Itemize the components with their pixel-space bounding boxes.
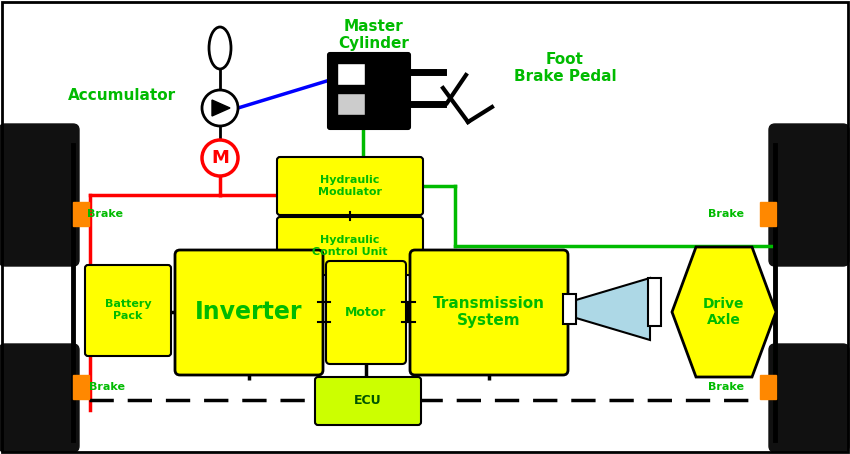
Text: Drive
Axle: Drive Axle [703,297,745,327]
FancyBboxPatch shape [277,217,423,275]
Bar [73,375,89,399]
Polygon shape [672,247,776,377]
Polygon shape [212,100,230,116]
Text: Inverter: Inverter [196,300,303,324]
Circle shape [202,90,238,126]
FancyBboxPatch shape [0,344,79,452]
Text: Brake: Brake [87,209,123,219]
Text: M: M [211,149,229,167]
Bar [760,375,776,399]
Text: Motor: Motor [345,306,387,319]
Bar [337,93,365,115]
FancyBboxPatch shape [769,124,849,266]
Text: Foot
Brake Pedal: Foot Brake Pedal [513,52,616,84]
Text: Master
Cylinder: Master Cylinder [338,19,410,51]
Text: Brake: Brake [708,209,744,219]
FancyBboxPatch shape [769,344,849,452]
FancyBboxPatch shape [85,265,171,356]
Text: Hydraulic
Modulator: Hydraulic Modulator [318,175,382,197]
FancyBboxPatch shape [326,261,406,364]
Bar [648,278,661,326]
Text: Accumulator: Accumulator [68,88,176,103]
Text: ECU: ECU [354,395,382,408]
Polygon shape [576,278,650,340]
FancyBboxPatch shape [328,53,410,129]
FancyBboxPatch shape [175,250,323,375]
Bar [563,294,576,324]
Text: Brake: Brake [89,382,125,392]
Text: Battery
Pack: Battery Pack [105,299,151,321]
FancyBboxPatch shape [277,157,423,215]
Circle shape [202,140,238,176]
Bar [337,63,365,85]
FancyBboxPatch shape [410,250,568,375]
Ellipse shape [209,27,231,69]
Bar [73,202,89,226]
FancyBboxPatch shape [315,377,421,425]
FancyBboxPatch shape [0,124,79,266]
Text: Transmission
System: Transmission System [433,296,545,328]
Bar [760,202,776,226]
Text: Brake: Brake [708,382,744,392]
Text: Hydraulic
Control Unit: Hydraulic Control Unit [312,235,388,257]
